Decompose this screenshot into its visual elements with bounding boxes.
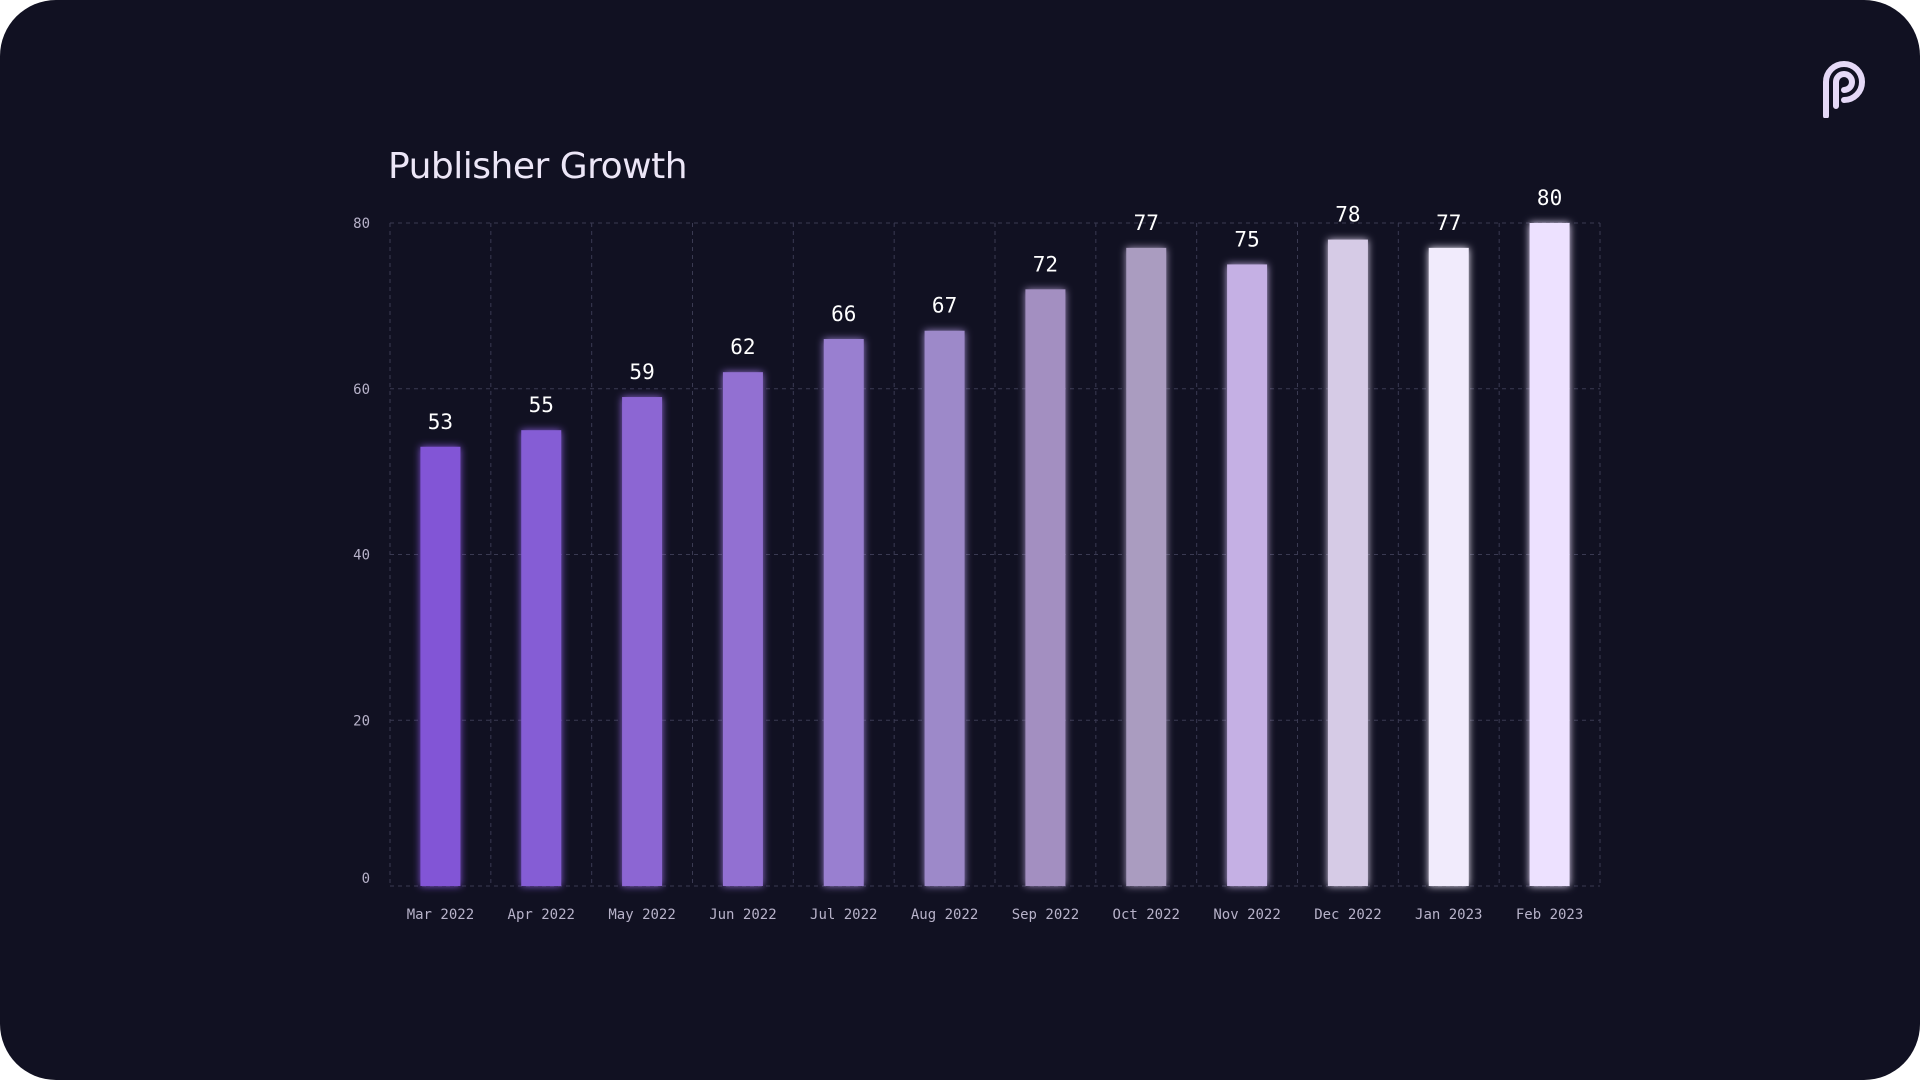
chart-bars bbox=[420, 223, 1570, 887]
bar-value-label: 67 bbox=[932, 294, 957, 318]
chart-title: Publisher Growth bbox=[388, 146, 688, 187]
x-tick-label: Aug 2022 bbox=[911, 907, 978, 923]
bar-value-label: 75 bbox=[1234, 227, 1259, 251]
bar bbox=[1428, 247, 1469, 887]
x-tick-label: Jul 2022 bbox=[810, 907, 877, 923]
y-tick-label: 80 bbox=[353, 216, 370, 232]
bar bbox=[622, 397, 663, 886]
bar bbox=[823, 339, 864, 886]
bar bbox=[722, 372, 763, 886]
x-tick-label: Apr 2022 bbox=[508, 907, 575, 923]
x-tick-label: Feb 2023 bbox=[1516, 907, 1583, 923]
bar-value-label: 77 bbox=[1436, 211, 1461, 235]
bar bbox=[924, 330, 965, 886]
publisher-p-logo-icon bbox=[1823, 61, 1865, 118]
bar bbox=[1529, 223, 1570, 886]
bar-value-label: 55 bbox=[529, 393, 554, 417]
bar bbox=[521, 430, 562, 886]
y-tick-label: 20 bbox=[353, 713, 370, 729]
bar-value-label: 78 bbox=[1335, 203, 1360, 227]
x-tick-label: Jan 2023 bbox=[1415, 907, 1482, 923]
y-tick-label: 60 bbox=[353, 382, 370, 398]
bar bbox=[1025, 289, 1066, 886]
bar bbox=[1227, 264, 1268, 886]
bar-value-label: 62 bbox=[730, 335, 755, 359]
y-tick-label: 0 bbox=[362, 871, 370, 887]
bar bbox=[420, 446, 461, 886]
x-tick-label: May 2022 bbox=[608, 907, 675, 923]
bar-value-label: 72 bbox=[1033, 252, 1058, 276]
chart-grid bbox=[389, 222, 1601, 887]
x-tick-label: Sep 2022 bbox=[1012, 907, 1079, 923]
x-tick-label: Mar 2022 bbox=[407, 907, 474, 923]
x-tick-label: Dec 2022 bbox=[1314, 907, 1381, 923]
x-tick-label: Jun 2022 bbox=[709, 907, 776, 923]
bar-value-label: 77 bbox=[1134, 211, 1159, 235]
bar bbox=[1327, 239, 1368, 886]
x-tick-label: Oct 2022 bbox=[1113, 907, 1180, 923]
bar-value-label: 53 bbox=[428, 410, 453, 434]
chart-labels: 0 20 40 60 80 53 Mar 2022 55 Apr 2022 59 May 2022 6… bbox=[353, 186, 1583, 923]
bar bbox=[1126, 247, 1167, 887]
y-tick-label: 40 bbox=[353, 548, 370, 564]
x-tick-label: Nov 2022 bbox=[1213, 907, 1280, 923]
bar-value-label: 66 bbox=[831, 302, 856, 326]
bar-value-label: 80 bbox=[1537, 186, 1562, 210]
bar-value-label: 59 bbox=[629, 360, 654, 384]
